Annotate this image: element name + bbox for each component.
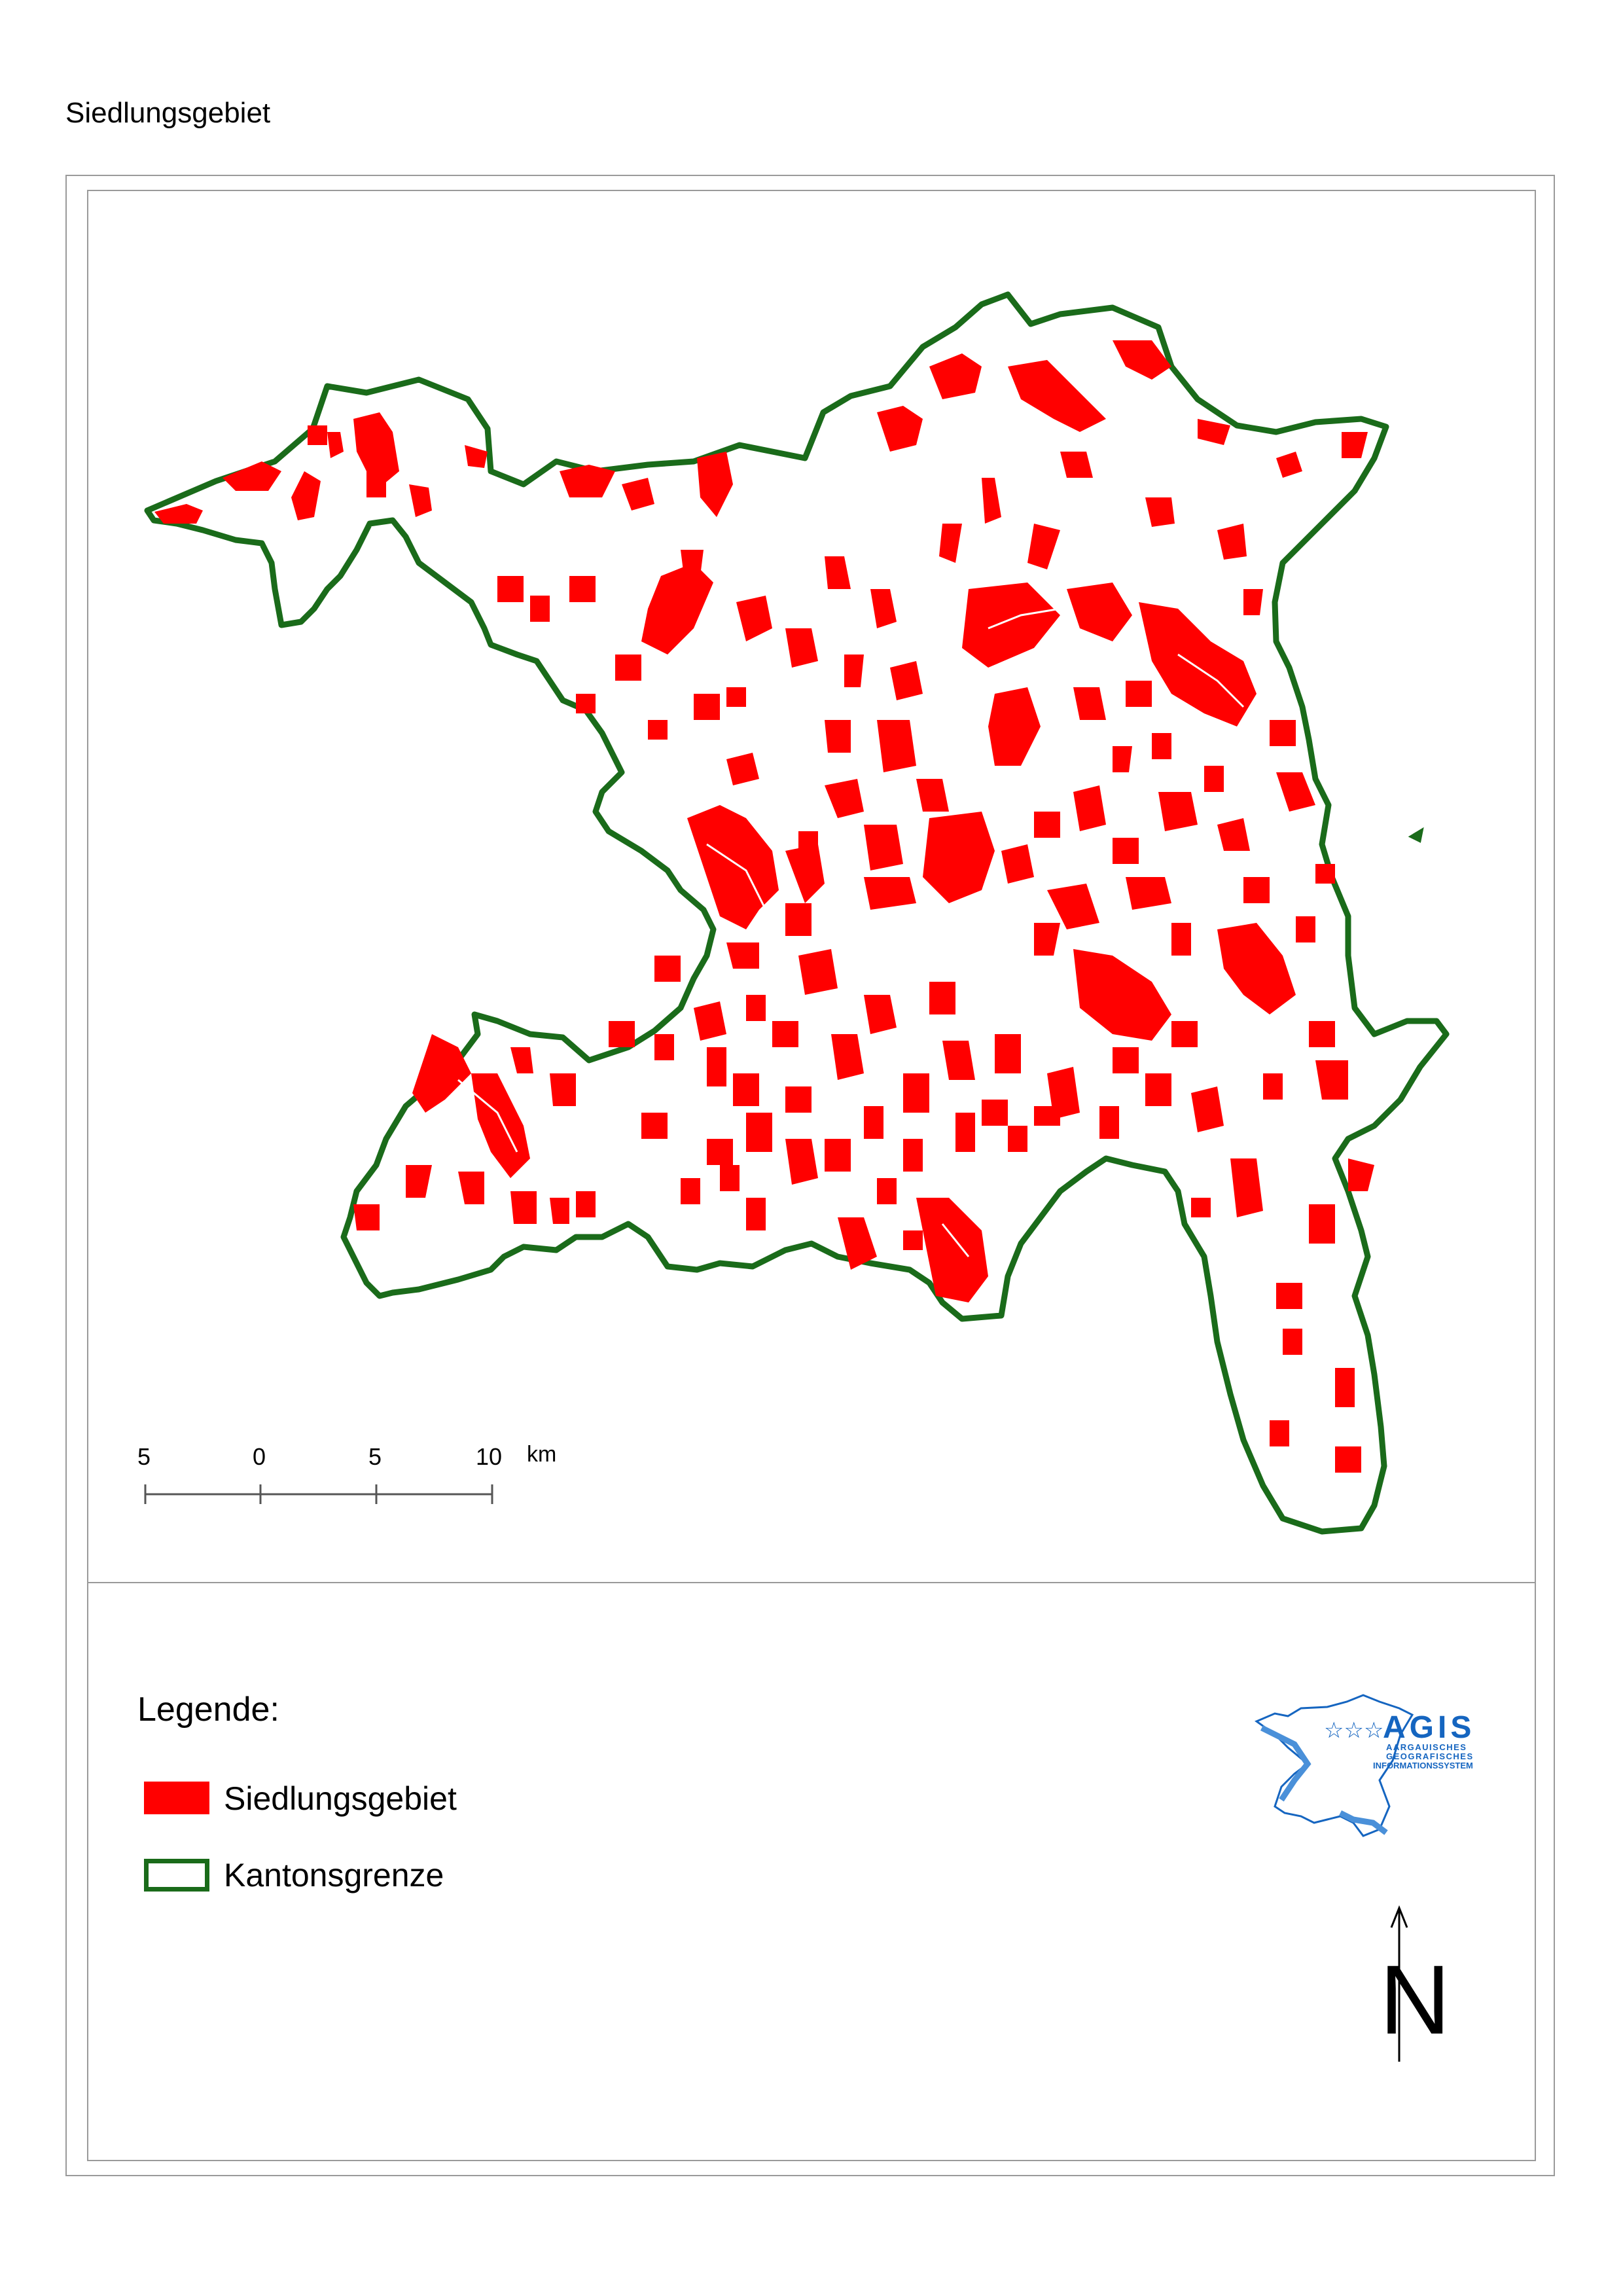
agis-logo: ☆☆☆ AGIS AARGAUISCHES GEOGRAFISCHES INFO…: [1254, 1694, 1475, 1837]
logo-river: [1260, 1725, 1388, 1835]
roads-in-settlement: [457, 607, 1245, 1257]
canton-exclave: [1408, 827, 1424, 843]
north-arrow-icon: [1390, 1905, 1408, 2062]
settlement-areas: [154, 340, 1374, 1473]
scale-tick-label: 0: [253, 1443, 266, 1470]
legend-swatch-border: [144, 1859, 209, 1892]
logo-line-2: GEOGRAFISCHES: [1386, 1751, 1474, 1761]
north-label: N: [1380, 1945, 1451, 2054]
scale-tick-label: 5: [368, 1443, 382, 1470]
legend-label-border: Kantonsgrenze: [224, 1857, 444, 1893]
map-frame: [87, 190, 1536, 2161]
map-canvas: [144, 291, 1450, 1535]
scale-unit-label: km: [527, 1442, 557, 1467]
logo-stars: ☆☆☆: [1324, 1717, 1383, 1744]
page-title: Siedlungsgebiet: [65, 97, 271, 129]
legend-title: Legende:: [137, 1691, 279, 1729]
scale-tick-label: 5: [137, 1443, 151, 1470]
legend-divider: [87, 1582, 1536, 1583]
outer-frame: [65, 175, 1555, 2176]
scale-tick-label: 10: [476, 1443, 503, 1470]
logo-line-3: INFORMATIONSSYSTEM: [1373, 1761, 1473, 1770]
legend-label-settlement: Siedlungsgebiet: [224, 1780, 457, 1817]
legend-swatch-settlement: [144, 1782, 209, 1814]
scale-bar: [144, 1484, 493, 1504]
logo-name: AGIS: [1383, 1710, 1475, 1745]
logo-line-1: AARGAUISCHES: [1386, 1742, 1467, 1752]
